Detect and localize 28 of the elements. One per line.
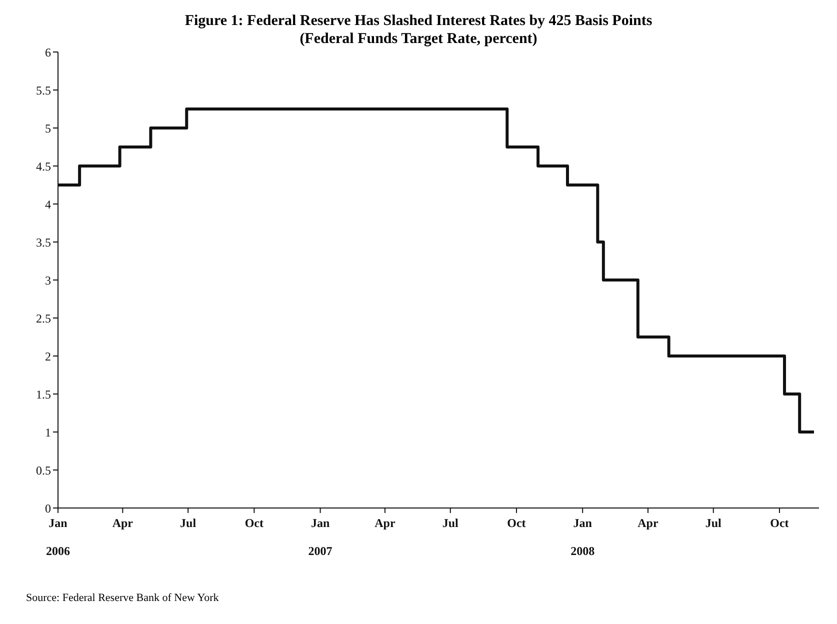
y-tick-label: 3 [45, 273, 51, 288]
y-tick-label: 0 [45, 501, 51, 516]
chart-subtitle: (Federal Funds Target Rate, percent) [300, 31, 538, 47]
y-tick-label: 6 [45, 45, 51, 60]
y-tick-label: 3.5 [36, 235, 51, 250]
x-tick-label: Apr [374, 516, 396, 530]
x-tick-label: Jul [442, 516, 460, 530]
x-tick-label: Jul [705, 516, 722, 530]
y-tick-label: 4 [45, 197, 51, 212]
y-tick-label: 1.5 [36, 387, 51, 402]
x-tick-label: Oct [244, 516, 264, 530]
y-tick-label: 0.5 [36, 463, 51, 478]
y-tick-label: 4.5 [36, 159, 51, 174]
y-tick-label: 2.5 [36, 311, 51, 326]
chart-title: Figure 1: Federal Reserve Has Slashed Interest Rates by 425 Basis Points [184, 12, 654, 30]
x-tick-label: Jul [180, 516, 197, 530]
x-tick-label: Oct [507, 516, 526, 530]
x-tick-label: Apr [638, 516, 659, 530]
y-tick-label: 1 [45, 425, 51, 440]
source-note: Source: Federal Reserve Bank of New York [26, 592, 219, 604]
x-tick-label: Jan 2006 [46, 516, 70, 558]
x-tick-label: Jan 2008 [570, 516, 595, 558]
y-tick-label: 5.5 [36, 83, 51, 98]
x-tick-label: Apr [112, 516, 134, 530]
y-tick-label: 5 [45, 121, 51, 136]
x-tick-label: Oct [770, 516, 789, 530]
x-tick-label: Jan 2007 [308, 516, 332, 558]
y-tick-label: 2 [45, 349, 51, 364]
